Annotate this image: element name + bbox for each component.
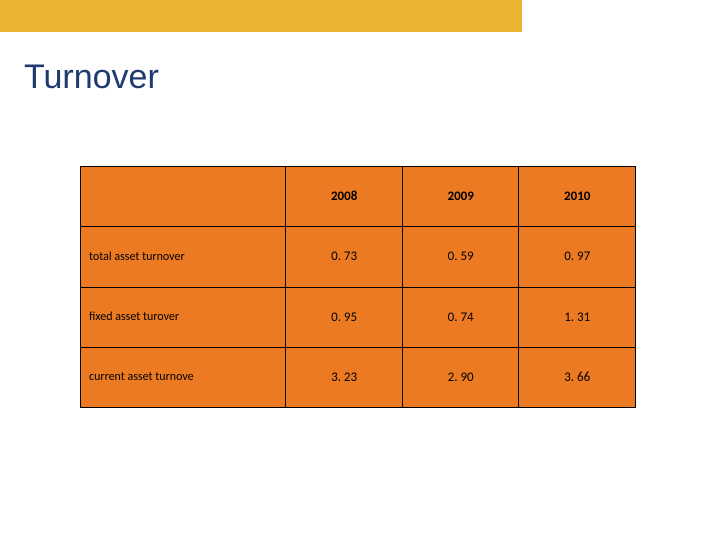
value-cell: 0. 97 [519,227,636,287]
value-cell: 0. 95 [286,287,403,347]
value-cell: 3. 23 [286,347,403,407]
turnover-table: 2008 2009 2010 total asset turnover 0. 7… [80,166,636,408]
page-title: Turnover [24,58,159,97]
value-cell: 1. 31 [519,287,636,347]
row-label: fixed asset turover [81,287,286,347]
table-row: total asset turnover 0. 73 0. 59 0. 97 [81,227,636,287]
row-label: total asset turnover [81,227,286,287]
header-2009: 2009 [402,167,519,227]
header-2008: 2008 [286,167,403,227]
top-accent-bar [0,0,522,32]
value-cell: 3. 66 [519,347,636,407]
value-cell: 0. 74 [402,287,519,347]
turnover-table-container: 2008 2009 2010 total asset turnover 0. 7… [80,166,636,408]
table-header-row: 2008 2009 2010 [81,167,636,227]
row-label: current asset turnove [81,347,286,407]
table-row: current asset turnove 3. 23 2. 90 3. 66 [81,347,636,407]
value-cell: 0. 73 [286,227,403,287]
value-cell: 0. 59 [402,227,519,287]
table-row: fixed asset turover 0. 95 0. 74 1. 31 [81,287,636,347]
header-2010: 2010 [519,167,636,227]
value-cell: 2. 90 [402,347,519,407]
header-blank [81,167,286,227]
